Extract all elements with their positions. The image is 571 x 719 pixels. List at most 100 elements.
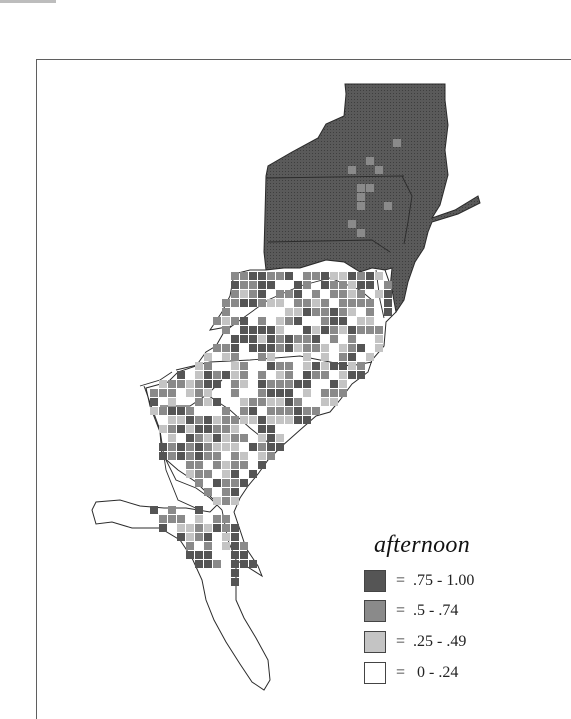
grid-cell: [258, 371, 266, 379]
grid-cell: [321, 299, 329, 307]
grid-cell: [294, 380, 302, 388]
grid-cell: [330, 389, 338, 397]
grid-cell: [249, 407, 257, 415]
grid-cell: [312, 335, 320, 343]
grid-cell: [276, 380, 284, 388]
grid-cell: [276, 443, 284, 451]
grid-cell: [186, 542, 194, 550]
grid-cell: [276, 326, 284, 334]
choropleth-map: [91, 83, 481, 691]
grid-cell: [258, 272, 266, 280]
grid-cell: [195, 506, 203, 514]
grid-cell: [321, 344, 329, 352]
grid-cell: [150, 398, 158, 406]
grid-cell: [231, 272, 239, 280]
grid-cell: [330, 281, 338, 289]
legend-swatch-none: [364, 662, 386, 684]
grid-cell: [303, 416, 311, 424]
grid-cell: [231, 497, 239, 505]
grid-cell: [339, 344, 347, 352]
grid-cell: [285, 308, 293, 316]
grid-cell: [258, 452, 266, 460]
grid-cell: [330, 317, 338, 325]
grid-cell: [285, 371, 293, 379]
grid-cell: [159, 407, 167, 415]
grid-cell: [366, 353, 374, 361]
grid-cell: [213, 371, 221, 379]
grid-cell: [330, 290, 338, 298]
grid-cell: [240, 380, 248, 388]
grid-cell: [276, 344, 284, 352]
grid-cell: [204, 470, 212, 478]
grid-cell: [231, 461, 239, 469]
grid-cell: [258, 281, 266, 289]
grid-cell: [375, 326, 383, 334]
scan-edge-mark: [0, 0, 56, 3]
grid-cell: [276, 290, 284, 298]
grid-cell: [249, 416, 257, 424]
grid-cell: [330, 272, 338, 280]
grid-cell: [285, 362, 293, 370]
grid-cell: [339, 281, 347, 289]
grid-cell: [258, 344, 266, 352]
grid-cell: [294, 344, 302, 352]
grid-cell: [285, 290, 293, 298]
grid-cell: [195, 362, 203, 370]
grid-cell: [249, 272, 257, 280]
grid-cell: [213, 434, 221, 442]
grid-cell: [240, 272, 248, 280]
grid-cell: [213, 515, 221, 523]
grid-cell: [186, 461, 194, 469]
grid-cell: [258, 299, 266, 307]
grid-cell: [285, 398, 293, 406]
grid-cell: [348, 281, 356, 289]
grid-cell: [177, 443, 185, 451]
grid-cell: [231, 434, 239, 442]
grid-cell: [213, 317, 221, 325]
grid-cell: [357, 362, 365, 370]
grid-cell: [231, 371, 239, 379]
grid-cell: [339, 362, 347, 370]
grid-cell: [339, 272, 347, 280]
grid-cell: [195, 515, 203, 523]
grid-cell: [222, 326, 230, 334]
grid-cell: [357, 344, 365, 352]
grid-cell: [231, 317, 239, 325]
grid-cell: [231, 362, 239, 370]
grid-cell: [330, 335, 338, 343]
grid-cell: [222, 443, 230, 451]
grid-cell: [285, 380, 293, 388]
grid-cell: [366, 326, 374, 334]
grid-cell: [159, 524, 167, 532]
grid-cell: [168, 398, 176, 406]
grid-cell: [195, 470, 203, 478]
grid-cell: [231, 533, 239, 541]
grid-cell: [231, 299, 239, 307]
grid-cell: [231, 380, 239, 388]
grid-cell: [195, 434, 203, 442]
grid-cell: [231, 281, 239, 289]
grid-cell: [312, 407, 320, 415]
grid-cell: [240, 461, 248, 469]
grid-cell: [267, 443, 275, 451]
grid-cell: [384, 202, 392, 210]
grid-cell: [231, 353, 239, 361]
grid-cell: [303, 344, 311, 352]
grid-cell: [159, 443, 167, 451]
grid-cell: [186, 524, 194, 532]
grid-cell: [276, 416, 284, 424]
grid-cell: [186, 416, 194, 424]
grid-cell: [348, 299, 356, 307]
grid-cell: [303, 380, 311, 388]
grid-cell: [222, 416, 230, 424]
grid-cell: [168, 443, 176, 451]
grid-cell: [267, 335, 275, 343]
grid-cell: [240, 281, 248, 289]
grid-cell: [177, 425, 185, 433]
grid-cell: [294, 317, 302, 325]
grid-cell: [330, 326, 338, 334]
legend-swatch-high: [364, 570, 386, 592]
grid-cell: [303, 353, 311, 361]
grid-cell: [222, 353, 230, 361]
grid-cell: [294, 281, 302, 289]
